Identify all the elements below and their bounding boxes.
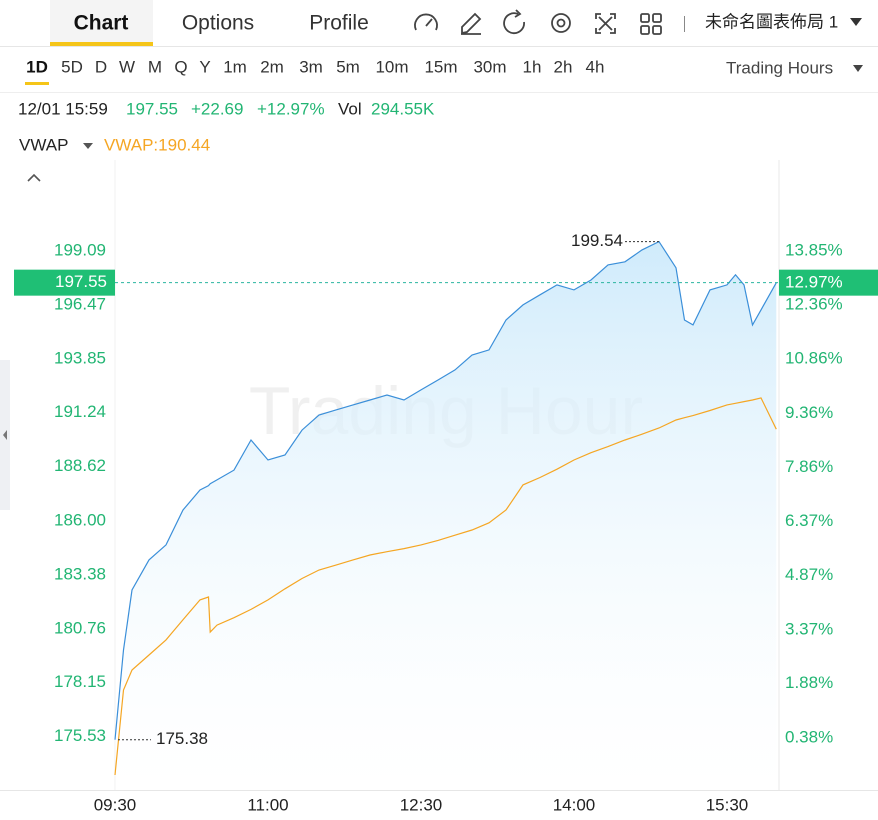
y2-tick-label: 7.86%: [785, 457, 833, 476]
timeframe[interactable]: 30m: [473, 57, 506, 76]
timeframe[interactable]: Y: [199, 57, 210, 76]
plot: 199.09 196.47 193.85 191.24 188.62 186.00 183.…: [0, 160, 878, 814]
y2-tick-label: 13.85%: [785, 241, 843, 260]
collapse-icon[interactable]: [27, 173, 41, 182]
y2-tick-label: 6.37%: [785, 511, 833, 530]
y-tick-label: 199.09: [54, 240, 106, 259]
session-menu[interactable]: Trading Hours: [726, 58, 833, 77]
last-change-label: 12.97%: [785, 272, 843, 291]
line: [114, 397, 777, 776]
timeframe-bar: 1D 5D D W M Q Y 1m 2m 3m 5m 10m 15m 30m 1h 2h 4h: [25, 57, 604, 85]
y2-tick-label: 10.86%: [785, 349, 843, 368]
settings-icon[interactable]: [551, 13, 571, 33]
info-vol-label: Vol: [338, 99, 362, 118]
info-volume: 294.55K: [371, 99, 435, 118]
info-price: 197.55: [126, 99, 178, 118]
y2-tick-label: 3.37%: [785, 619, 833, 638]
active-tab-bg: [50, 0, 153, 46]
line: [114, 240, 777, 740]
y-tick-label: 188.62: [54, 456, 106, 475]
x-tick-label: 12:30: [400, 795, 443, 814]
dropdown-arrow[interactable]: [850, 18, 862, 26]
info-time: 12/01 15:59: [18, 99, 108, 118]
last-price-box: [14, 269, 115, 296]
x-tick-label: 09:30: [94, 795, 137, 814]
high-label: 199.54: [571, 231, 623, 250]
timeframe[interactable]: 5m: [336, 57, 360, 76]
y-tick-label: 191.24: [54, 402, 106, 421]
info-change-pct: +12.97%: [257, 99, 325, 118]
fullscreen-icon[interactable]: [595, 13, 616, 34]
timeframe[interactable]: D: [95, 57, 107, 76]
y2-tick-label: 4.87%: [785, 565, 833, 584]
timeframe[interactable]: 1D: [26, 57, 48, 76]
y2-tick-label: 9.36%: [785, 403, 833, 422]
active-tab-underline: [50, 42, 153, 46]
y-tick-label: 186.00: [54, 510, 106, 529]
last-price-label: 197.55: [55, 272, 107, 291]
x-tick-label: 15:30: [706, 795, 749, 814]
tab[interactable]: Chart: [74, 12, 129, 35]
y-tick-label: 193.85: [54, 348, 106, 367]
indicator-value: VWAP:190.44: [104, 135, 210, 154]
side-handle-arrow[interactable]: [3, 430, 7, 440]
timeframe[interactable]: 5D: [61, 57, 83, 76]
tab[interactable]: Profile: [309, 12, 369, 35]
y-tick-label: 180.76: [54, 618, 106, 637]
timeframe[interactable]: 10m: [375, 57, 408, 76]
y-tick-label: 183.38: [54, 564, 106, 583]
timeframe[interactable]: 1m: [223, 57, 247, 76]
y-tick-label: 175.53: [54, 726, 106, 745]
timeframe[interactable]: 1h: [523, 57, 542, 76]
layout-icon[interactable]: [640, 13, 662, 35]
timeframe[interactable]: 2m: [260, 57, 284, 76]
timeframe[interactable]: 3m: [299, 57, 323, 76]
timeframe[interactable]: M: [148, 57, 162, 76]
last-change-box: [779, 269, 878, 296]
y2-tick-label: 1.88%: [785, 673, 833, 692]
x-tick-label: 11:00: [247, 795, 288, 814]
y-tick-label: 196.47: [54, 294, 106, 313]
layout-name[interactable]: 未命名圖表佈局 1: [705, 12, 838, 31]
timeframe[interactable]: W: [119, 57, 135, 76]
dropdown-arrow[interactable]: [853, 65, 863, 72]
timeframe[interactable]: 15m: [424, 57, 457, 76]
timeframe[interactable]: 4h: [586, 57, 605, 76]
dropdown-arrow[interactable]: [83, 143, 93, 149]
low-label: 175.38: [156, 729, 208, 748]
tab[interactable]: Options: [182, 12, 254, 35]
y2-tick-label: 0.38%: [785, 727, 833, 746]
info-change: +22.69: [191, 99, 243, 118]
draw-icon[interactable]: [461, 12, 482, 35]
timeframe-underline: [25, 82, 49, 85]
timeframe[interactable]: 2h: [554, 57, 573, 76]
gauge-icon[interactable]: [414, 13, 438, 31]
y-tick-label: 178.15: [54, 672, 106, 691]
timeframe[interactable]: Q: [174, 57, 187, 76]
x-tick-label: 14:00: [553, 795, 596, 814]
refresh-icon[interactable]: [503, 9, 525, 35]
area: [115, 241, 777, 791]
indicator-name[interactable]: VWAP: [19, 135, 68, 154]
y2-tick-label: 12.36%: [785, 294, 843, 313]
